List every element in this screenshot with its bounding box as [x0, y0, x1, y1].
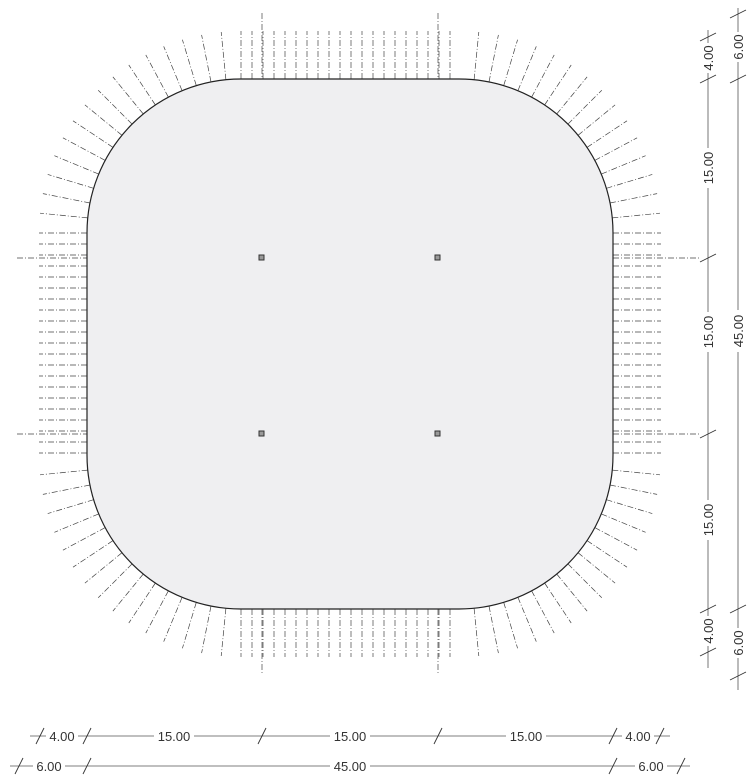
roof-edge-ray: [54, 513, 99, 533]
roof-edge-ray: [517, 46, 537, 91]
roof-edge-ray: [567, 89, 603, 125]
column-marker: [434, 430, 441, 437]
roof-edge-ray: [39, 212, 88, 219]
roof-edge-ray: [503, 39, 518, 86]
roof-edge-ray: [503, 602, 518, 649]
column-marker: [258, 430, 265, 437]
dim-right-outer-1: 6.00: [731, 34, 746, 59]
roof-edge-ray: [84, 552, 123, 584]
roof-edge-ray: [594, 527, 638, 551]
roof-edge-ray: [201, 34, 212, 83]
dim-right-inner-2: 15.00: [701, 152, 716, 185]
roof-edge-ray: [567, 563, 603, 599]
roof-edge-ray: [97, 89, 133, 125]
roof-edge-ray: [556, 76, 588, 115]
roof-edge-ray: [488, 34, 499, 83]
roof-edge-ray: [182, 39, 197, 86]
dim-bottom-inner-2: 15.00: [158, 729, 191, 744]
roof-edge-ray: [606, 499, 653, 514]
column-marker: [258, 254, 265, 261]
roof-edge-ray: [473, 31, 480, 80]
roof-edge-ray: [42, 484, 91, 495]
dim-bottom-outer-1: 6.00: [36, 759, 61, 774]
roof-edge-ray: [544, 64, 572, 106]
roof-edge-ray: [145, 54, 169, 98]
roof-edge-ray: [112, 76, 144, 115]
column-marker: [434, 254, 441, 261]
roof-edge-ray: [612, 212, 661, 219]
dim-bottom-inner-3: 15.00: [334, 729, 367, 744]
roof-edge-ray: [47, 174, 94, 189]
columns: [258, 254, 441, 437]
dim-right-inner-3: 15.00: [701, 316, 716, 349]
roof-edge-ray: [586, 120, 628, 148]
roof-edge-ray: [54, 155, 99, 175]
roof-outline: [86, 78, 614, 610]
dim-bottom-inner-5: 4.00: [625, 729, 650, 744]
dim-bottom-outer-3: 6.00: [638, 759, 663, 774]
roof-edge-ray: [163, 597, 183, 642]
roof-edge-ray: [72, 120, 114, 148]
roof-edge-ray: [577, 552, 616, 584]
roof-edge-ray: [556, 573, 588, 612]
roof-edge-ray: [72, 540, 114, 568]
dim-bottom-inner-4: 15.00: [510, 729, 543, 744]
roof-edge-ray: [128, 582, 156, 624]
roof-edge-ray: [473, 608, 480, 657]
roof-edge-ray: [544, 582, 572, 624]
dim-right-inner-4: 15.00: [701, 504, 716, 537]
dim-right-outer-2: 45.00: [731, 315, 746, 348]
roof-edge-ray: [201, 605, 212, 654]
roof-edge-ray: [586, 540, 628, 568]
dim-right-inner-5: 4.00: [701, 618, 716, 643]
roof-edge-ray: [62, 137, 106, 161]
roof-edge-ray: [612, 469, 661, 476]
dim-bottom-inner-1: 4.00: [49, 729, 74, 744]
roof-edge-ray: [606, 174, 653, 189]
roof-edge-ray: [488, 605, 499, 654]
roof-edge-ray: [84, 104, 123, 136]
right-dimension-chain: 4.00 15.00 15.00 15.00 4.00 6.00 45.00 6…: [699, 8, 747, 690]
roof-edge-ray: [42, 193, 91, 204]
roof-edge-ray: [594, 137, 638, 161]
roof-edge-ray: [517, 597, 537, 642]
roof-edge-ray: [97, 563, 133, 599]
dim-right-inner-1: 4.00: [701, 45, 716, 70]
roof-edge-ray: [577, 104, 616, 136]
roof-edge-ray: [112, 573, 144, 612]
roof-edge-ray: [39, 469, 88, 476]
roof-edge-ray: [145, 590, 169, 634]
roof-edge-ray: [163, 46, 183, 91]
roof-edge-ray: [601, 155, 646, 175]
roof-edge-ray: [531, 590, 555, 634]
roof-edge-rays: [17, 13, 699, 675]
roof-edge-ray: [220, 608, 227, 657]
roof-edge-ray: [220, 31, 227, 80]
roof-edge-ray: [128, 64, 156, 106]
roof-edge-ray: [47, 499, 94, 514]
dim-right-outer-3: 6.00: [731, 630, 746, 655]
bottom-dimension-chain: 4.00 15.00 15.00 15.00 4.00 6.00 45.00 6…: [10, 727, 690, 775]
roof-edge-ray: [601, 513, 646, 533]
roof-edge-ray: [62, 527, 106, 551]
dim-bottom-outer-2: 45.00: [334, 759, 367, 774]
roof-edge-ray: [182, 602, 197, 649]
roof-edge-ray: [609, 193, 658, 204]
roof-edge-ray: [609, 484, 658, 495]
roof-edge-ray: [531, 54, 555, 98]
